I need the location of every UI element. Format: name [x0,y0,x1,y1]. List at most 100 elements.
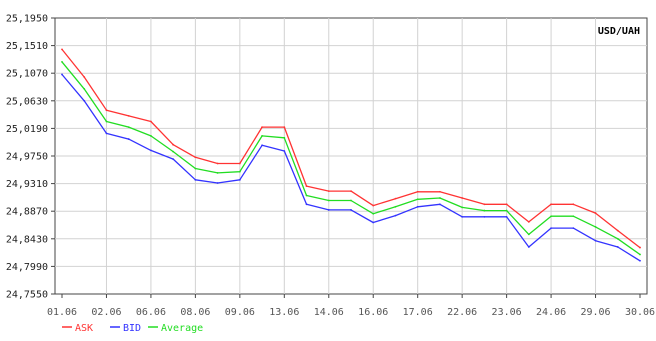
x-tick-label: 22.06 [447,307,477,318]
data-point-average [194,167,197,170]
data-point-ask [527,220,530,223]
data-point-bid [194,178,197,181]
data-point-average [261,135,263,137]
data-point-bid [372,221,375,224]
data-point-ask [61,48,63,51]
data-point-ask [416,190,419,193]
data-point-bid [216,182,219,184]
data-point-average [439,197,441,199]
x-tick-label: 23.06 [492,307,522,318]
data-point-average [572,215,575,218]
x-tick-label: 29.06 [580,307,610,318]
data-point-ask [372,204,375,207]
data-point-ask [394,197,397,200]
data-point-ask [616,229,619,232]
data-point-ask [483,203,486,206]
data-point-average [61,61,63,63]
data-point-ask [594,212,597,214]
data-point-average [172,150,175,153]
x-tick-label: 09.06 [225,307,255,318]
data-point-ask [216,162,219,165]
legend: ASK BID Average [62,323,203,334]
y-tick-label: 25,0190 [6,124,48,135]
data-point-average [150,135,152,137]
data-point-average [616,237,619,240]
x-tick-label: 13.06 [269,307,299,318]
data-point-bid [305,203,308,206]
data-point-ask [127,114,130,117]
y-tick-label: 24,9310 [6,179,48,190]
data-point-average [461,206,464,209]
grid-layer [55,18,647,294]
data-point-bid [83,99,86,102]
y-tick-label: 24,7990 [6,262,48,273]
data-point-average [127,126,130,129]
y-tick-label: 25,1950 [6,14,48,25]
data-point-bid [172,158,175,161]
data-point-ask [283,126,286,129]
data-point-bid [238,178,241,181]
data-point-bid [150,149,152,152]
x-tick-label: 16.06 [358,307,388,318]
data-point-ask [238,162,241,165]
data-point-bid [461,215,464,218]
data-point-ask [327,190,330,193]
data-point-bid [416,205,419,208]
data-point-ask [150,120,152,123]
data-point-ask [550,203,552,206]
data-point-bid [550,227,552,230]
y-tick-label: 24,7550 [6,290,48,301]
data-point-bid [527,246,530,248]
x-tick-label: 24.06 [536,307,566,318]
data-point-average [350,199,352,202]
data-point-bid [283,150,286,152]
x-tick-label: 08.06 [180,307,210,318]
y-tick-label: 24,8870 [6,207,48,218]
y-tick-label: 25,1070 [6,69,48,80]
data-point-average [594,225,597,228]
data-point-ask [194,156,197,159]
data-point-average [550,215,552,218]
data-point-average [327,199,330,202]
data-point-average [216,172,219,174]
x-tick-label: 02.06 [91,307,121,318]
x-tick-label: 17.06 [403,307,433,318]
data-point-bid [394,214,397,217]
data-point-bid [61,73,63,76]
data-point-bid [572,227,575,230]
data-point-ask [105,109,108,112]
data-point-average [105,120,108,123]
data-point-bid [594,239,597,242]
data-point-ask [461,197,464,199]
data-point-average [238,170,241,173]
data-point-ask [83,76,86,78]
data-point-ask [572,203,575,206]
data-point-ask [639,246,641,249]
data-point-average [283,136,286,139]
x-tick-label: 30.06 [625,307,655,318]
data-point-ask [505,203,508,206]
y-tick-label: 24,9750 [6,152,48,163]
data-point-average [639,253,641,256]
data-point-bid [505,215,508,218]
legend-label-average: Average [161,323,203,334]
data-point-average [83,87,86,90]
data-point-ask [172,143,175,146]
data-point-average [372,212,375,215]
data-point-ask [439,190,441,193]
data-point-bid [127,138,130,140]
series-layer [61,48,641,262]
x-tick-label: 01.06 [47,307,77,318]
data-point-bid [616,246,619,248]
data-point-bid [350,209,352,211]
data-point-bid [639,259,641,262]
data-point-average [527,233,530,236]
legend-label-ask: ASK [75,323,93,334]
currency-pair-label: USD/UAH [598,26,640,37]
y-axis: 25,1950 25,1510 25,1070 25,0630 25,0190 24,97… [6,14,55,301]
data-point-average [394,205,397,208]
legend-label-bid: BID [123,323,141,334]
x-tick-label: 06.06 [136,307,166,318]
